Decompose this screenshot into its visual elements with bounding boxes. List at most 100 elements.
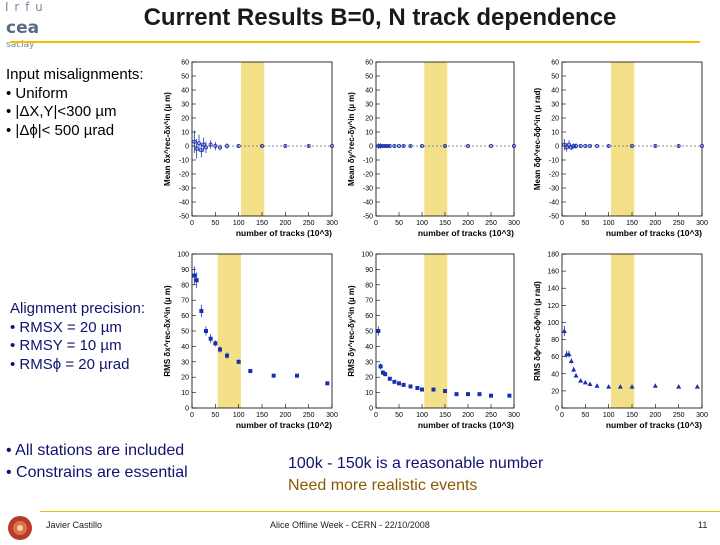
footer-event: Alice Offline Week - CERN - 22/10/2008 — [270, 520, 430, 530]
misalignment-heading: Input misalignments: — [6, 66, 144, 83]
data-point — [392, 379, 397, 384]
data-point — [595, 143, 600, 148]
y-tick-label: 30 — [181, 359, 189, 366]
x-tick-label: 50 — [581, 412, 589, 419]
x-tick-label: 100 — [416, 220, 428, 227]
x-tick-label: 0 — [374, 220, 378, 227]
y-tick-label: 0 — [555, 144, 559, 151]
y-tick-label: -50 — [179, 214, 189, 221]
data-point — [199, 308, 204, 313]
data-point — [694, 384, 700, 389]
y-tick-label: 50 — [551, 74, 559, 81]
data-point — [208, 336, 213, 341]
x-tick-label: 200 — [649, 412, 661, 419]
data-point — [204, 329, 208, 333]
y-tick-label: -50 — [549, 214, 559, 221]
y-tick-label: 60 — [365, 313, 373, 320]
alice-logo — [0, 510, 40, 540]
y-tick-label: -10 — [363, 158, 373, 165]
x-axis-label: number of tracks (10^3) — [236, 228, 332, 238]
x-tick-label: 100 — [233, 412, 245, 419]
y-tick-label: 10 — [551, 130, 559, 137]
y-tick-label: 60 — [551, 60, 559, 67]
y-tick-label: 80 — [365, 282, 373, 289]
plot-frame — [191, 253, 333, 409]
y-tick-label: 10 — [181, 390, 189, 397]
precision-heading: Alignment precision: — [10, 300, 146, 317]
data-point — [573, 372, 579, 378]
y-tick-label: 0 — [185, 144, 189, 151]
data-point — [578, 143, 583, 148]
y-tick-label: 20 — [365, 116, 373, 123]
data-point — [465, 143, 470, 148]
precision-item: • RMSX = 20 µm — [10, 318, 122, 336]
highlight-band — [611, 62, 635, 216]
x-tick-label: 300 — [508, 220, 520, 227]
data-point — [236, 359, 241, 364]
data-point — [383, 143, 388, 148]
data-point — [271, 373, 276, 378]
y-tick-label: 20 — [181, 375, 189, 382]
y-tick-label: 100 — [177, 252, 189, 259]
data-point — [676, 384, 682, 389]
data-point — [380, 370, 385, 375]
data-point — [488, 143, 493, 148]
y-tick-label: 10 — [181, 130, 189, 137]
data-point — [583, 143, 588, 148]
data-point — [588, 143, 593, 148]
x-tick-label: 300 — [326, 412, 338, 419]
x-tick-label: 100 — [416, 412, 428, 419]
data-point — [420, 387, 424, 392]
y-tick-label: 20 — [551, 116, 559, 123]
data-point — [566, 351, 572, 357]
x-tick-label: 100 — [603, 220, 615, 227]
data-point — [564, 145, 569, 150]
misalignment-notes: Input misalignments: • Uniform • |ΔX,Y|<… — [6, 66, 144, 140]
y-tick-label: 0 — [369, 406, 373, 413]
data-point — [630, 143, 635, 148]
data-point — [383, 372, 388, 377]
y-tick-label: 60 — [551, 354, 559, 361]
y-tick-label: -40 — [549, 200, 559, 207]
x-tick-label: 50 — [581, 220, 589, 227]
data-point — [676, 143, 681, 148]
data-point — [408, 143, 413, 148]
y-tick-label: -10 — [549, 158, 559, 165]
data-point — [378, 364, 383, 369]
y-tick-label: 90 — [365, 267, 373, 274]
y-tick-label: 10 — [365, 390, 373, 397]
data-point — [224, 143, 229, 148]
y-tick-label: 40 — [365, 344, 373, 351]
y-tick-label: 0 — [369, 144, 373, 151]
data-point — [443, 389, 447, 394]
y-tick-label: 50 — [365, 329, 373, 336]
x-tick-label: 50 — [395, 412, 403, 419]
data-point — [192, 139, 197, 144]
y-tick-label: -30 — [549, 186, 559, 193]
data-point — [295, 373, 299, 378]
y-tick-label: 60 — [365, 60, 373, 67]
data-point — [582, 379, 588, 385]
data-point — [419, 143, 424, 148]
data-point — [653, 143, 658, 148]
x-tick-label: 250 — [485, 412, 497, 419]
footer-divider — [40, 511, 720, 512]
data-point — [431, 387, 436, 392]
data-point — [578, 378, 584, 383]
x-tick-label: 300 — [696, 220, 708, 227]
data-point — [376, 329, 381, 333]
y-tick-label: 60 — [181, 60, 189, 67]
data-point — [203, 145, 208, 150]
precision-item: • RMSϕ = 20 µrad — [10, 355, 130, 373]
x-tick-label: 0 — [190, 412, 194, 419]
x-tick-label: 250 — [485, 220, 497, 227]
y-tick-label: -20 — [179, 172, 189, 179]
y-tick-label: 70 — [365, 298, 373, 305]
data-point — [387, 376, 392, 381]
highlight-band — [241, 62, 265, 216]
data-point — [587, 381, 593, 387]
x-tick-label: 300 — [326, 220, 338, 227]
data-point — [194, 146, 199, 151]
y-tick-label: 50 — [181, 74, 189, 81]
data-point — [385, 143, 390, 148]
